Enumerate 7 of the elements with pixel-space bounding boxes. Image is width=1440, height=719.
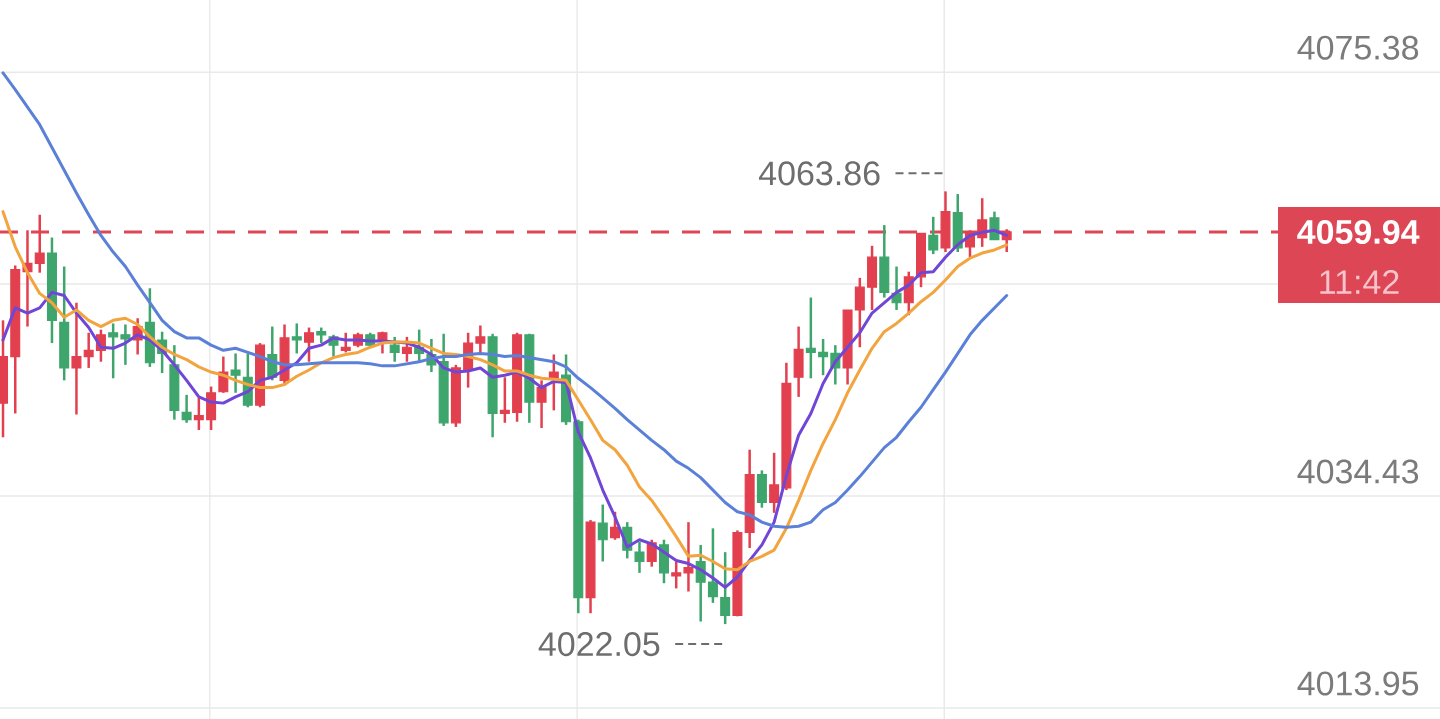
y-tick-label: 4013.95 [1297, 671, 1419, 696]
y-tick-label: 4075.38 [1297, 35, 1419, 60]
ref-line-label: 4059.94 [1297, 219, 1420, 244]
annotation: 4063.86 [758, 161, 880, 186]
y-tick-label: 4034.43 [1297, 459, 1419, 484]
text: 11:42 [1320, 270, 1399, 294]
annotation: 4022.05 [538, 632, 660, 657]
